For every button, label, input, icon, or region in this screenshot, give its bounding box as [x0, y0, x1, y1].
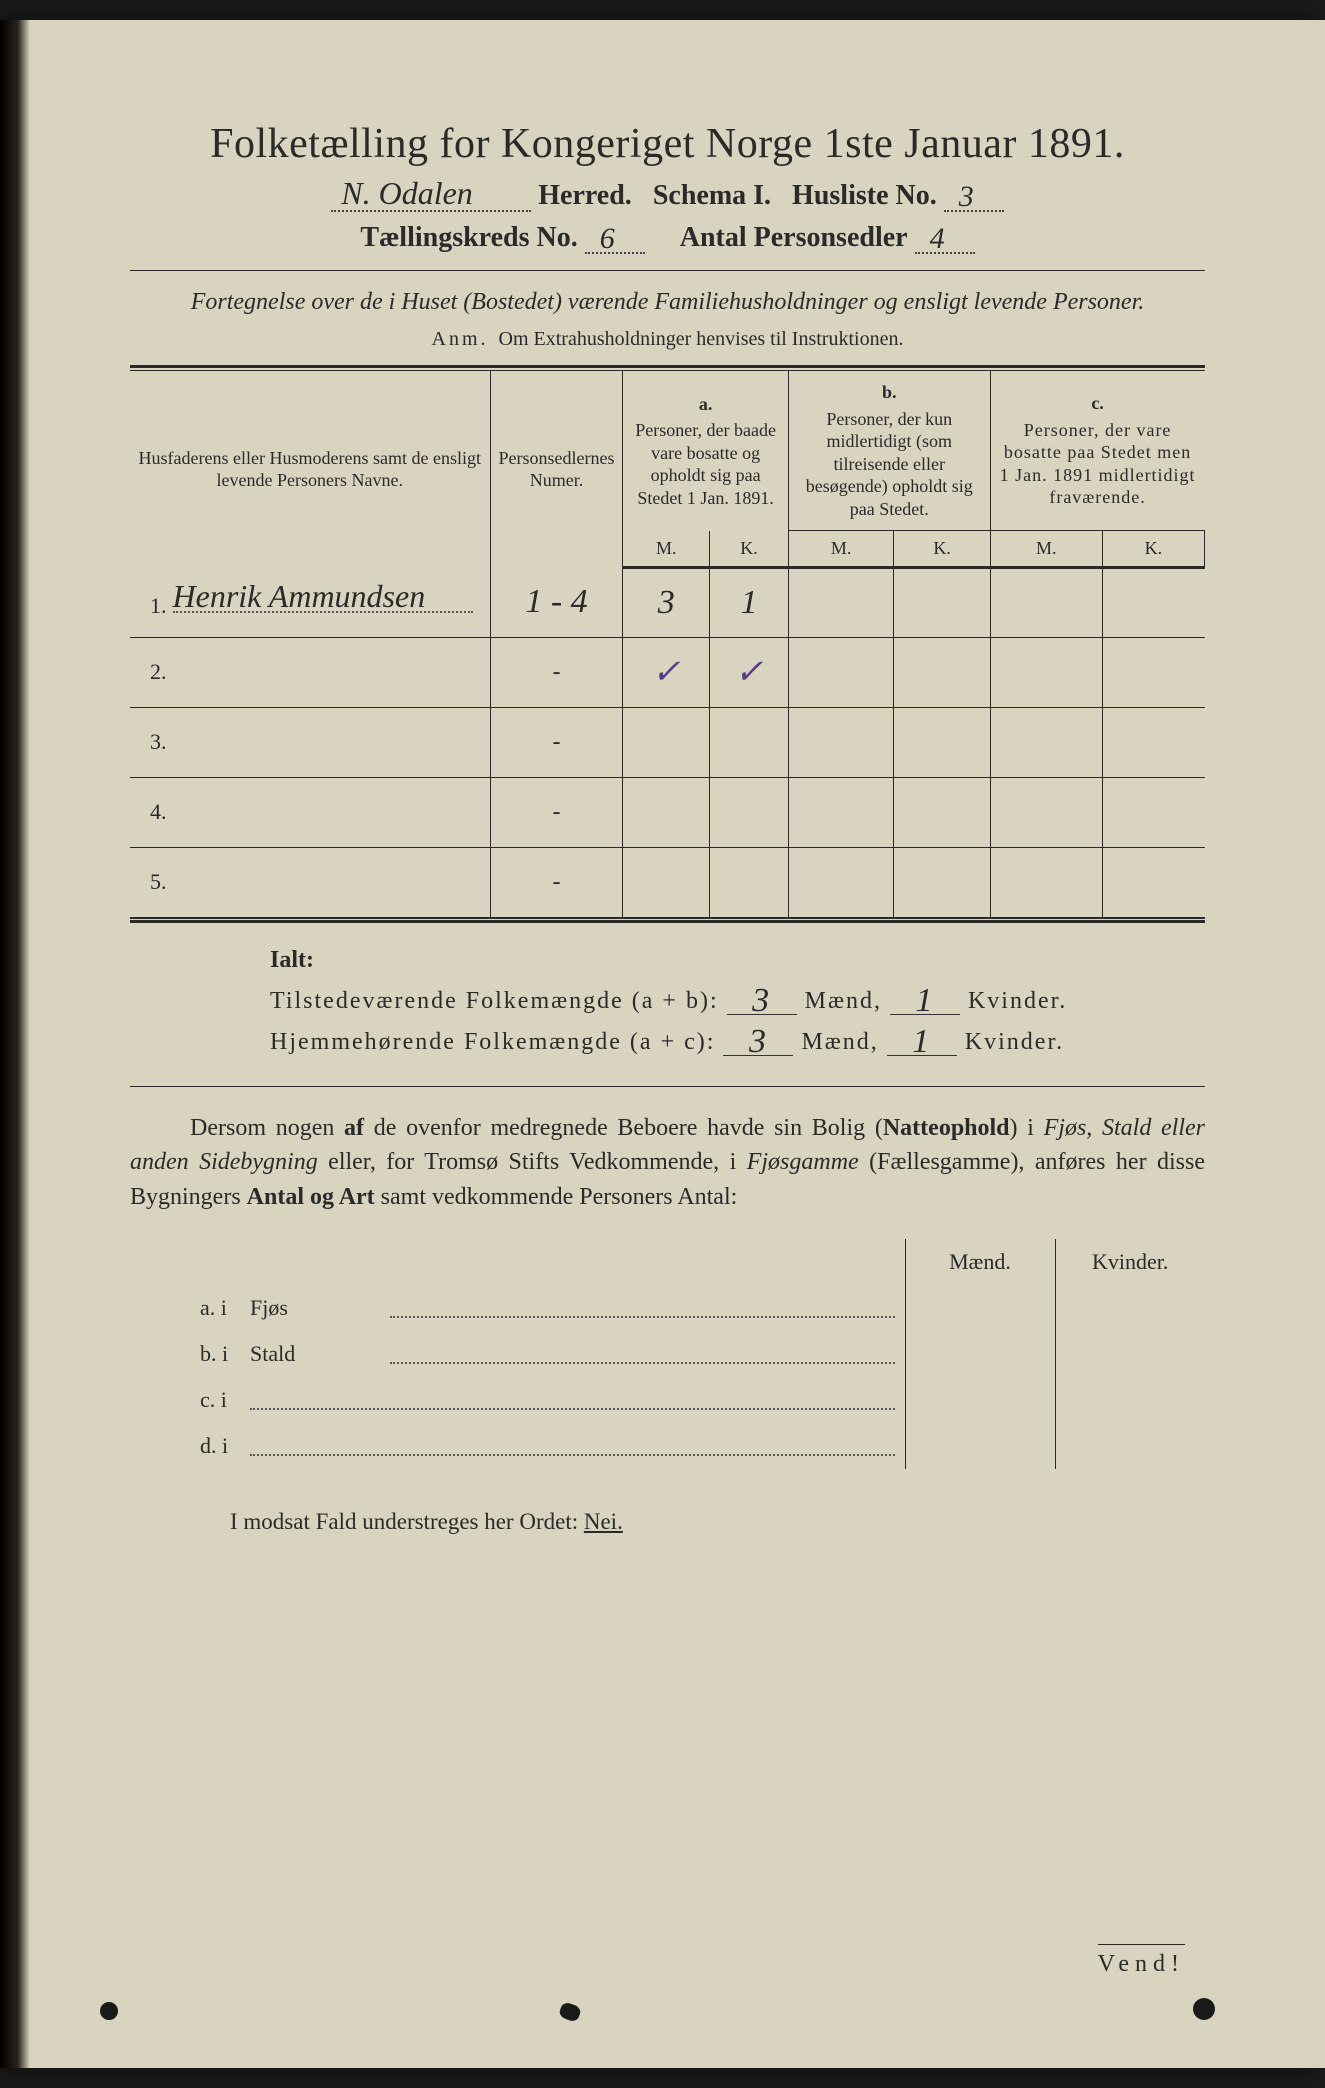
cell-pers: -: [490, 637, 623, 707]
row-num: 5.: [150, 869, 167, 894]
building-table: Mænd. Kvinder. a. i Fjøs b. i Stald c. i…: [190, 1239, 1205, 1469]
hjemme-line: Hjemmehørende Folkemængde (a + c): 3 Mæn…: [270, 1029, 1205, 1056]
kreds-label: Tællingskreds No.: [360, 222, 577, 253]
dotline: [380, 1331, 905, 1377]
husliste-value: 3: [959, 180, 974, 214]
col-b-header: b.Personer, der kun midlertidigt (som ti…: [788, 371, 990, 531]
vend-label: Vend!: [1098, 1944, 1185, 1978]
personsedler-label: Antal Personsedler: [680, 222, 908, 253]
main-title: Folketælling for Kongeriget Norge 1ste J…: [130, 120, 1205, 168]
cell-ck: [1102, 637, 1204, 707]
husliste-field: 3: [944, 184, 1004, 212]
row-name: Fjøs: [240, 1285, 380, 1331]
cell-am: 3: [623, 567, 710, 637]
personsedler-field: 4: [915, 226, 975, 254]
col-b-m: M.: [788, 531, 894, 568]
col-c-header: c.Personer, der vare bosatte paa Stedet …: [990, 371, 1204, 531]
row-num: 3.: [150, 729, 167, 754]
table-row: 5. -: [130, 847, 1205, 917]
col-names-header: Husfaderens eller Husmoderens samt de en…: [130, 371, 490, 567]
dotline: [240, 1423, 905, 1469]
cell-bk: [894, 637, 990, 707]
kreds-field: 6: [585, 226, 645, 254]
table-row: 1.Henrik Ammundsen 1 - 4 3 1: [130, 567, 1205, 637]
col-a-k: K.: [710, 531, 789, 568]
herred-field: N. Odalen: [331, 184, 531, 212]
anm-body: Om Extrahusholdninger henvises til Instr…: [499, 328, 904, 350]
col-a-header: a.Personer, der baade vare bosatte og op…: [623, 371, 788, 531]
ink-blot: [558, 2001, 582, 2023]
cell-bk: [894, 567, 990, 637]
cell-bm: [788, 637, 894, 707]
totals-block: Ialt: Tilstedeværende Folkemængde (a + b…: [270, 947, 1205, 1056]
cell-ak: ✓: [710, 637, 789, 707]
cell-ak: 1: [710, 567, 789, 637]
table-row: a. i Fjøs: [190, 1285, 1205, 1331]
nei-line: I modsat Fald understreges her Ordet: Ne…: [230, 1509, 1205, 1535]
table-row: 3. -: [130, 707, 1205, 777]
row-lbl: c. i: [190, 1377, 240, 1423]
col-b-k: K.: [894, 531, 990, 568]
binding-edge: [0, 20, 30, 2068]
tilstede-line: Tilstedeværende Folkemængde (a + b): 3 M…: [270, 988, 1205, 1015]
table-row: 4. -: [130, 777, 1205, 847]
tilstede-k-field: 1: [890, 989, 960, 1015]
col-c-m: M.: [990, 531, 1102, 568]
table-row: c. i: [190, 1377, 1205, 1423]
cell-k: [1055, 1285, 1205, 1331]
cell-bm: [788, 567, 894, 637]
row-lbl: d. i: [190, 1423, 240, 1469]
anm-prefix: Anm.: [432, 328, 489, 350]
row-num: 4.: [150, 799, 167, 824]
herred-line: N. Odalen Herred. Schema I. Husliste No.…: [130, 180, 1205, 212]
bygn-maend-header: Mænd.: [905, 1239, 1055, 1285]
building-paragraph: Dersom nogen af de ovenfor medregnede Be…: [130, 1111, 1205, 1215]
row-num: 1.: [150, 593, 167, 618]
col-numer-header: Personsedlernes Numer.: [490, 371, 623, 567]
herred-value: N. Odalen: [341, 175, 473, 212]
dotline: [380, 1285, 905, 1331]
kreds-value: 6: [600, 222, 615, 256]
table-row: 2. - ✓ ✓: [130, 637, 1205, 707]
cell-pers: -: [490, 707, 623, 777]
divider: [130, 1086, 1205, 1087]
hjemme-m-field: 3: [723, 1030, 793, 1056]
row-lbl: b. i: [190, 1331, 240, 1377]
cell-cm: [990, 567, 1102, 637]
ink-blot: [100, 2002, 118, 2020]
description-text: Fortegnelse over de i Huset (Bostedet) v…: [130, 287, 1205, 318]
hjemme-k-field: 1: [887, 1030, 957, 1056]
cell-pers: -: [490, 777, 623, 847]
ink-blot: [1193, 1998, 1215, 2020]
main-table: Husfaderens eller Husmoderens samt de en…: [130, 371, 1205, 918]
cell-cm: [990, 637, 1102, 707]
row-name: Stald: [240, 1331, 380, 1377]
table-bottom-rule: [130, 918, 1205, 923]
row-lbl: a. i: [190, 1285, 240, 1331]
table-row: d. i: [190, 1423, 1205, 1469]
rule: [130, 270, 1205, 271]
cell-ck: [1102, 567, 1204, 637]
col-c-k: K.: [1102, 531, 1204, 568]
annotation-text: Anm. Om Extrahusholdninger henvises til …: [130, 328, 1205, 351]
row-num: 2.: [150, 659, 167, 684]
nei-word: Nei.: [584, 1509, 623, 1534]
document-page: Folketælling for Kongeriget Norge 1ste J…: [0, 20, 1325, 2068]
table-row: b. i Stald: [190, 1331, 1205, 1377]
col-a-m: M.: [623, 531, 710, 568]
bygn-kvinder-header: Kvinder.: [1055, 1239, 1205, 1285]
herred-label: Herred.: [538, 180, 632, 211]
cell-pers: 1 - 4: [490, 567, 623, 637]
schema-label: Schema I.: [653, 180, 771, 211]
personsedler-value: 4: [930, 222, 945, 256]
husliste-label: Husliste No.: [792, 180, 937, 211]
cell-m: [905, 1285, 1055, 1331]
tilstede-m-field: 3: [727, 989, 797, 1015]
cell-am: ✓: [623, 637, 710, 707]
dotline: [240, 1377, 905, 1423]
cell-pers: -: [490, 847, 623, 917]
ialt-label: Ialt:: [270, 947, 1205, 974]
name-field: Henrik Ammundsen: [173, 585, 473, 613]
kreds-line: Tællingskreds No. 6 Antal Personsedler 4: [130, 222, 1205, 254]
